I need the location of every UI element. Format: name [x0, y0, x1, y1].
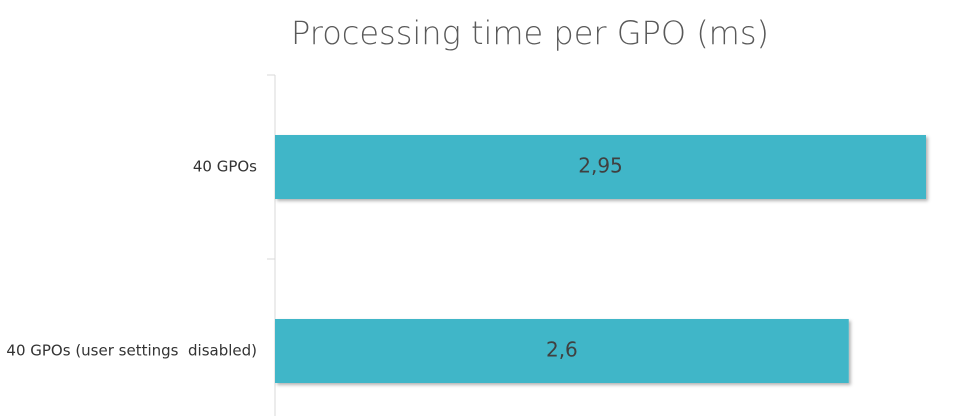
category-label: 40 GPOs (user settings disabled) [6, 342, 257, 360]
chart-title: Processing time per GPO (ms) [291, 14, 769, 52]
category-label: 40 GPOs [193, 158, 257, 176]
value-label: 2,6 [546, 338, 578, 362]
value-label: 2,95 [578, 154, 623, 178]
bar [275, 135, 926, 199]
bar [275, 319, 849, 383]
